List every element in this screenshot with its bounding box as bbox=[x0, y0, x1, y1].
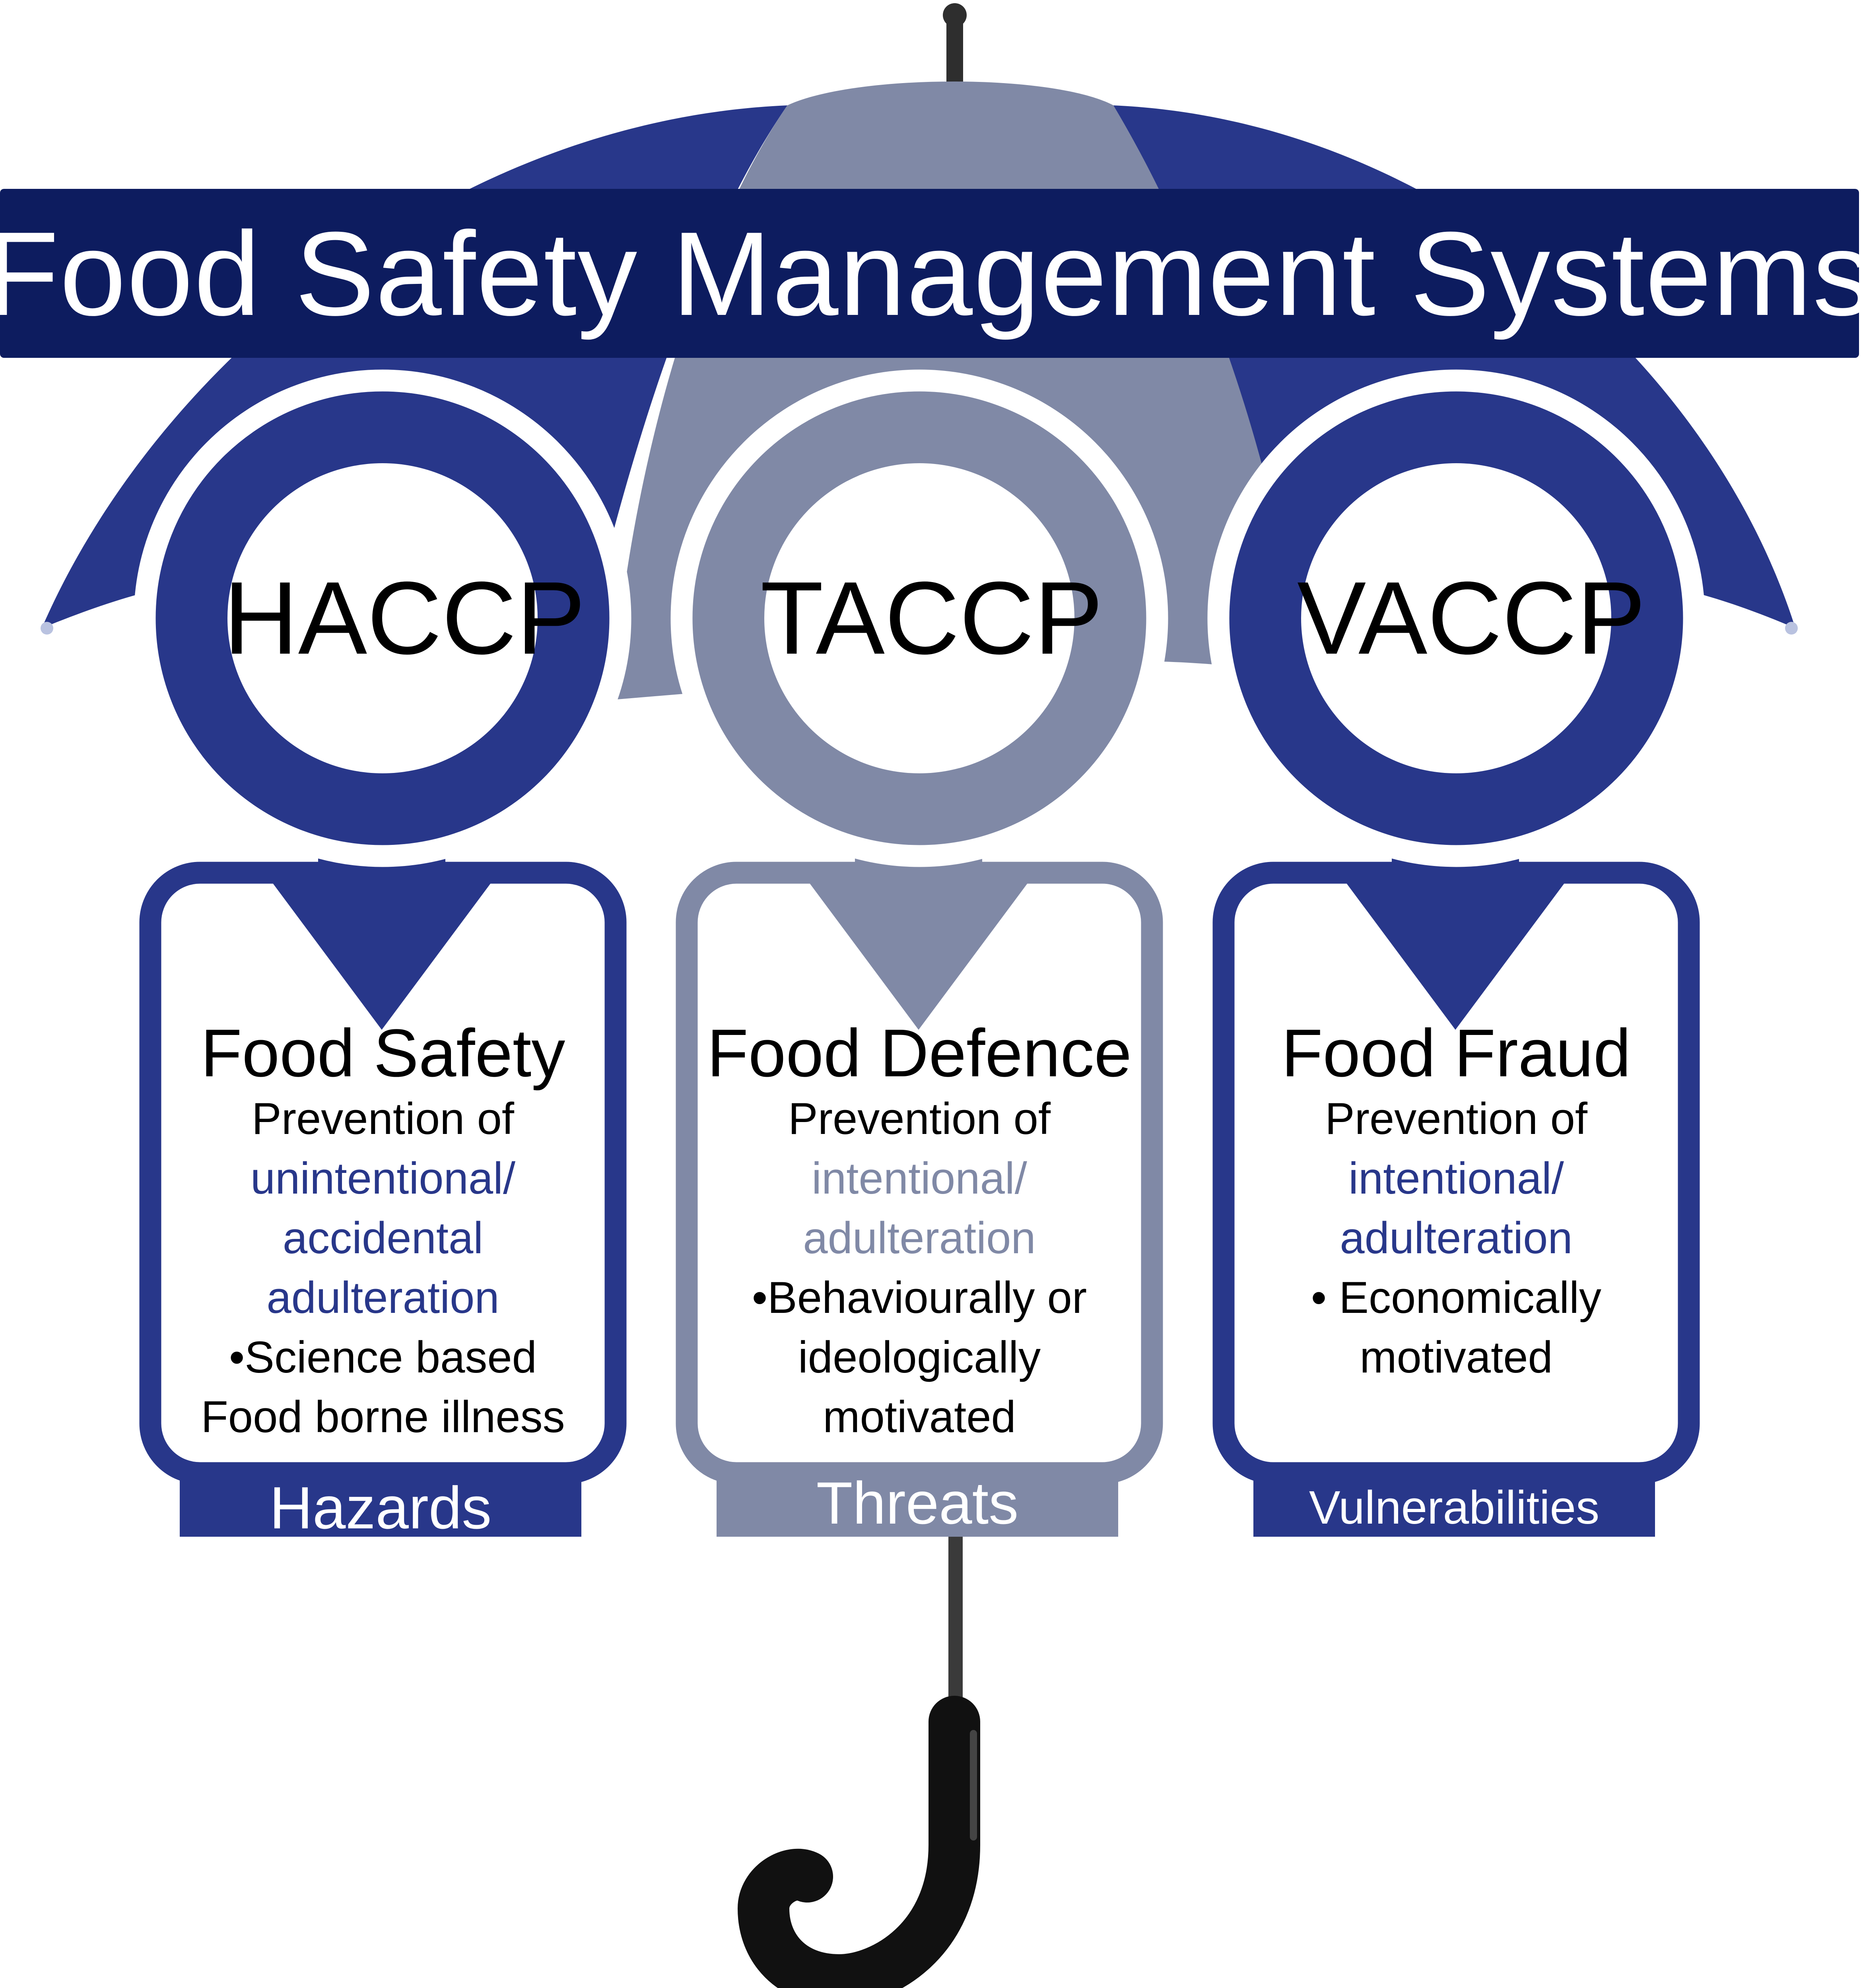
vaccp-arrow bbox=[1340, 875, 1571, 1030]
description-line: motivated bbox=[1360, 1332, 1553, 1382]
pillar-taccp-graphic bbox=[670, 369, 1168, 1537]
category-title: Food Fraud bbox=[1281, 1015, 1631, 1091]
description-line: ideologically bbox=[798, 1332, 1041, 1382]
umbrella-tip-knob bbox=[943, 3, 967, 27]
description-line: adulteration bbox=[1340, 1213, 1573, 1263]
category-title: Food Safety bbox=[200, 1015, 565, 1091]
description-line: unintentional/ bbox=[250, 1153, 516, 1203]
taccp-arrow bbox=[803, 875, 1034, 1030]
taccp-footer-bar bbox=[717, 1479, 1118, 1537]
description-line: motivated bbox=[823, 1392, 1016, 1442]
taccp-ring-center bbox=[764, 463, 1074, 773]
description-line: •Behaviourally or bbox=[752, 1272, 1087, 1322]
description-line: adulteration bbox=[266, 1272, 499, 1322]
footer-threats: Threats bbox=[816, 1469, 1019, 1536]
description-line: Food borne illness bbox=[201, 1392, 565, 1442]
footer-hazards: Hazards bbox=[269, 1474, 492, 1541]
umbrella-handle bbox=[737, 1696, 980, 1988]
title-banner: Food Safety Management Systems bbox=[0, 189, 1861, 358]
footer-vulnerabilities: Vulnerabilities bbox=[1309, 1481, 1600, 1534]
haccp-arrow bbox=[266, 875, 497, 1030]
acronym-taccp: TACCP bbox=[760, 561, 1103, 676]
description-line: adulteration bbox=[803, 1213, 1036, 1263]
vaccp-ring-center bbox=[1301, 463, 1611, 773]
description-line: accidental bbox=[282, 1213, 484, 1263]
pillar-haccp-graphic bbox=[134, 369, 631, 1537]
description-line: intentional/ bbox=[1348, 1153, 1564, 1203]
description-line: •Science based bbox=[229, 1332, 537, 1382]
acronym-vaccp: VACCP bbox=[1297, 561, 1646, 676]
vaccp-footer-bar bbox=[1253, 1479, 1655, 1537]
diagram-title: Food Safety Management Systems bbox=[0, 206, 1861, 340]
description-line: Prevention of bbox=[788, 1093, 1051, 1143]
description-line: Prevention of bbox=[1325, 1093, 1587, 1143]
acronym-haccp: HACCP bbox=[223, 561, 586, 676]
description-line: intentional/ bbox=[812, 1153, 1027, 1203]
canopy-left-rib-tip bbox=[41, 622, 53, 635]
description-line: • Economically bbox=[1311, 1272, 1602, 1322]
pillar-taccp-text: Food Defence Prevention of intentional/ … bbox=[695, 1018, 1144, 1447]
canopy-right-rib-tip bbox=[1785, 622, 1798, 635]
pillar-vaccp-text: Food Fraud Prevention of intentional/ ad… bbox=[1232, 1018, 1681, 1387]
haccp-ring-center bbox=[227, 463, 538, 773]
description-line: Prevention of bbox=[252, 1093, 514, 1143]
pillar-haccp-text: Food Safety Prevention of unintentional/… bbox=[158, 1018, 608, 1447]
haccp-footer-bar bbox=[180, 1479, 581, 1537]
pillar-vaccp-graphic bbox=[1207, 369, 1705, 1537]
category-title: Food Defence bbox=[707, 1015, 1132, 1091]
